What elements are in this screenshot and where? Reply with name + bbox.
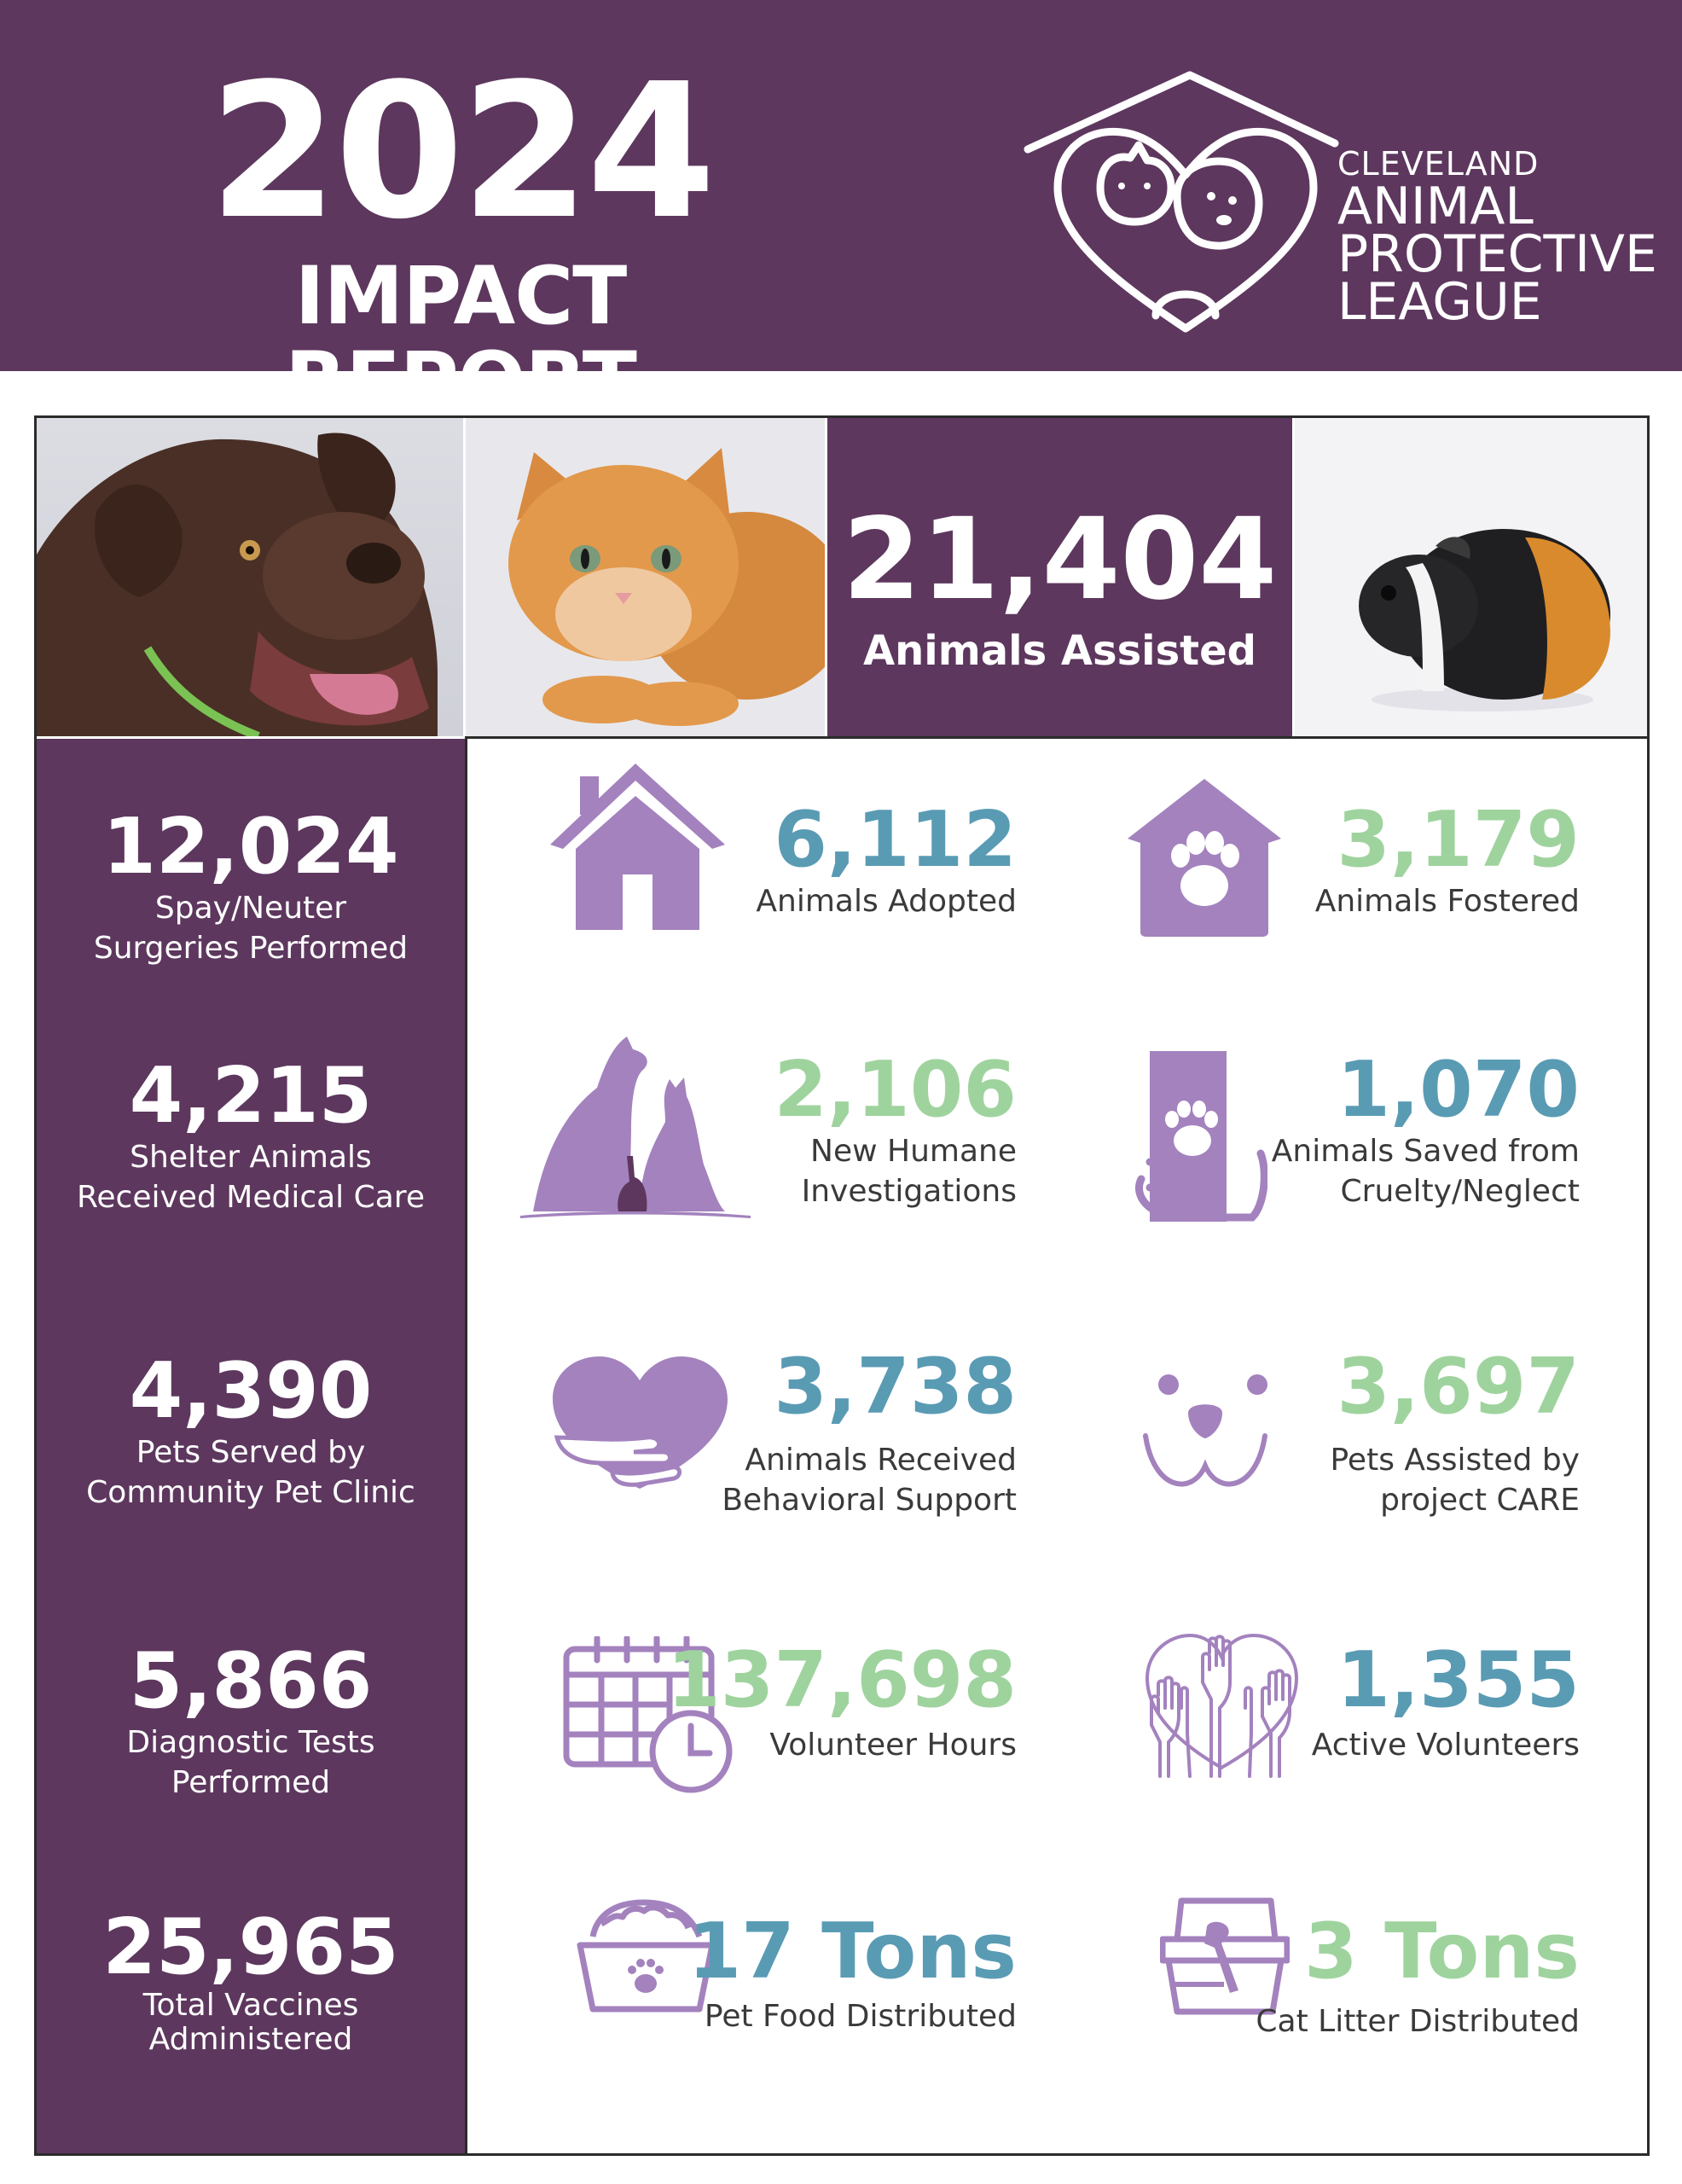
stat-label: Spay/Neuter <box>154 891 347 926</box>
stat-label: Shelter Animals <box>130 1140 372 1175</box>
stat-label: Performed <box>171 1765 331 1800</box>
stat-vaccines: 25,965 Total Vaccines Administered <box>37 1907 465 2057</box>
stat-label: Cat Litter Distributed <box>1256 2004 1580 2039</box>
stat-project-care: 3,697 Pets Assisted by project CARE <box>1331 1346 1580 1520</box>
animals-assisted-hero: 21,404 Animals Assisted <box>827 418 1292 736</box>
house-icon <box>550 764 725 930</box>
stat-label: Community Pet Clinic <box>86 1475 415 1510</box>
stat-volunteer-hours: 137,698 Volunteer Hours <box>667 1640 1017 1765</box>
stat-cat-litter: 3 Tons Cat Litter Distributed <box>1256 1911 1580 2042</box>
stat-value: 4,215 <box>129 1051 373 1141</box>
paw-house-icon <box>1128 779 1281 937</box>
stat-value: 3,697 <box>1337 1342 1580 1432</box>
org-name: CLEVELAND ANIMAL PROTECTIVE LEAGUE <box>1337 145 1657 332</box>
report-year: 2024 <box>208 44 716 260</box>
stat-label: Diagnostic Tests <box>126 1725 375 1760</box>
stat-value: 6,112 <box>774 795 1017 885</box>
heart-hug-icon <box>553 1356 728 1489</box>
stat-label: Investigations <box>801 1174 1017 1209</box>
stat-label: Received Medical Care <box>77 1180 425 1215</box>
hero-value: 21,404 <box>842 494 1278 625</box>
stat-pet-food: 17 Tons Pet Food Distributed <box>688 1911 1018 2036</box>
dog-photo <box>37 418 463 736</box>
stat-value: 4,390 <box>129 1346 373 1436</box>
cat-photo <box>466 418 825 736</box>
stat-fostered: 3,179 Animals Fostered <box>1315 799 1580 921</box>
calendar-clock-icon <box>563 1636 733 1793</box>
hands-heart-icon <box>1145 1633 1299 1778</box>
hero-label: Animals Assisted <box>862 627 1257 675</box>
stat-label: Volunteer Hours <box>769 1728 1017 1763</box>
stat-active-volunteers: 1,355 Active Volunteers <box>1312 1640 1580 1765</box>
stat-adopted: 6,112 Animals Adopted <box>756 799 1017 921</box>
stat-saved-cruelty: 1,070 Animals Saved from Cruelty/Neglect <box>1272 1049 1580 1211</box>
stat-label: Surgeries Performed <box>93 931 409 966</box>
stat-label: Active Volunteers <box>1311 1728 1580 1763</box>
pet-face-icon <box>1143 1374 1267 1487</box>
stat-value: 5,866 <box>129 1636 373 1726</box>
stat-value: 17 Tons <box>687 1907 1018 1996</box>
litter-box-icon <box>1160 1897 1290 2015</box>
stat-label: Behavioral Support <box>722 1483 1017 1518</box>
stat-label: Pets Served by <box>136 1435 366 1470</box>
stat-value: 1,355 <box>1337 1635 1580 1725</box>
org-logo-icon <box>1024 71 1339 333</box>
stat-value: 1,070 <box>1337 1045 1580 1135</box>
stat-value: 25,965 <box>102 1902 399 1992</box>
sidebar-stats <box>37 739 465 2153</box>
stat-diagnostic-tests: 5,866 Diagnostic Tests Performed <box>37 1641 465 1803</box>
paw-in-hand-icon <box>1135 1051 1267 1222</box>
stat-spay-neuter: 12,024 Spay/Neuter Surgeries Performed <box>37 806 465 968</box>
stat-value: 3,738 <box>774 1342 1017 1432</box>
stat-label: Pets Assisted by <box>1330 1443 1580 1478</box>
stat-label: project CARE <box>1380 1483 1580 1518</box>
report-title: IMPACT REPORT <box>285 250 637 428</box>
stat-label: Administered <box>148 2022 353 2057</box>
stat-label: Animals Fostered <box>1314 884 1580 919</box>
guinea-pig-photo <box>1295 418 1647 736</box>
divider <box>465 739 467 2153</box>
stat-value: 3,179 <box>1337 795 1580 885</box>
stat-medical-care: 4,215 Shelter Animals Received Medical C… <box>37 1055 465 1217</box>
divider <box>465 736 1650 739</box>
stat-label: Total Vaccines <box>142 1988 359 2023</box>
stat-value: 2,106 <box>774 1045 1017 1135</box>
stat-pet-clinic: 4,390 Pets Served by Community Pet Clini… <box>37 1350 465 1513</box>
stat-label: New Humane <box>810 1134 1017 1169</box>
content-frame <box>34 415 1650 2156</box>
stat-label: Pet Food Distributed <box>704 1999 1017 2034</box>
stat-label: Animals Received <box>745 1443 1017 1478</box>
stat-value: 3 Tons <box>1304 1907 1580 1996</box>
stat-behavioral: 3,738 Animals Received Behavioral Suppor… <box>722 1346 1017 1520</box>
stat-value: 137,698 <box>667 1635 1017 1725</box>
stat-label: Animals Adopted <box>756 884 1017 919</box>
header-banner: 2024 IMPACT REPORT CLEVELAND ANIMAL PROT… <box>0 0 1682 425</box>
food-bowl-icon <box>577 1899 716 2013</box>
stat-label: Animals Saved from <box>1271 1134 1580 1169</box>
stat-value: 12,024 <box>102 802 399 892</box>
stat-label: Cruelty/Neglect <box>1340 1174 1580 1209</box>
stat-investigations: 2,106 New Humane Investigations <box>774 1049 1017 1211</box>
pets-silhouette-icon <box>520 1037 751 1218</box>
